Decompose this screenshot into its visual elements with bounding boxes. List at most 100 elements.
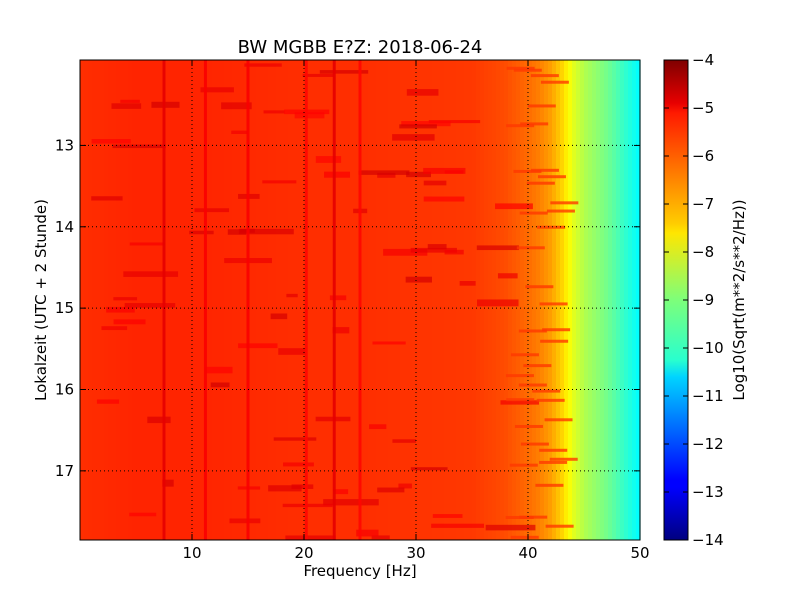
heatmap-band [535,483,564,487]
heatmap-band [231,130,248,135]
heatmap-column [444,60,449,540]
heatmap-band [401,121,451,127]
heatmap-band [398,483,412,489]
heatmap-column [360,60,365,540]
colorbar-tick-label: −12 [692,435,724,453]
heatmap-column [292,60,297,540]
heatmap-column [80,60,85,540]
heatmap-band [263,110,285,114]
y-axis-label: Lokalzeit (UTC + 2 Stunde) [32,199,50,401]
x-tick-label: 50 [630,544,649,562]
x-axis-label: Frequency [Hz] [303,562,416,580]
heatmap-band [513,68,542,72]
heatmap-column [620,60,625,540]
heatmap-band [238,343,278,349]
heatmap-column [592,60,597,540]
heatmap-band [546,209,575,213]
heatmap-band [324,171,351,178]
heatmap-column [536,60,541,540]
colorbar-ticks: −4 −5 −6 −7 −8 −9 −10 −11 −12 −13 −14 [664,51,724,549]
heatmap-column [276,60,281,540]
heatmap-column [136,60,141,540]
heatmap-band [294,112,325,119]
heatmap-column [296,60,301,540]
heatmap-band [459,281,476,286]
heatmap-band [101,326,128,331]
heatmap-column [532,60,537,540]
heatmap-column [324,60,329,540]
heatmap-column [144,60,149,540]
heatmap-band [332,327,350,334]
heatmap-band [539,448,568,452]
heatmap-band [536,398,565,402]
heatmap-column [408,60,413,540]
heatmap-band [506,66,535,70]
heatmap-band [356,529,379,537]
heatmap-band [278,348,307,355]
heatmap-column [108,60,113,540]
y-tick-label: 16 [55,380,74,398]
colorbar-tick-label: −11 [692,387,724,405]
heatmap-band [495,203,533,210]
heatmap-column [212,60,217,540]
heatmap-band [285,535,336,541]
heatmap-band [91,139,131,144]
heatmap-band [514,424,543,428]
heatmap-band [523,364,552,368]
heatmap-column [464,60,469,540]
colorbar-tick-label: −10 [692,339,724,357]
heatmap-column [312,60,317,540]
heatmap-column [164,60,169,540]
heatmap-band [432,514,463,518]
heatmap-band [509,463,538,467]
heatmap-band [406,89,439,96]
heatmap-band [410,247,457,253]
heatmap-column [148,60,153,540]
heatmap-column [92,60,97,540]
y-axis-ticks: 13 14 15 16 17 [55,136,640,480]
heatmap-column [524,60,529,540]
heatmap-column [352,60,357,540]
heatmap-column [576,60,581,540]
heatmap-column [424,60,429,540]
colorbar-tick-label: −5 [692,99,714,117]
colorbar-tick-label: −13 [692,483,724,501]
heatmap-noise-bands [91,60,579,541]
heatmap-column [568,60,573,540]
heatmap-band [520,122,549,126]
spectral-line [332,60,336,540]
heatmap-column [208,60,213,540]
heatmap-column [612,60,617,540]
heatmap-band [537,225,566,229]
heatmap-column [520,60,525,540]
heatmap-column [224,60,229,540]
heatmap-band [323,499,379,506]
heatmap-band [221,102,252,110]
colorbar-tick-label: −7 [692,195,714,213]
heatmap-column [556,60,561,540]
heatmap-band [129,242,165,246]
heatmap-column [604,60,609,540]
heatmap-column [472,60,477,540]
heatmap-column [628,60,633,540]
heatmap-column [272,60,277,540]
heatmap-band [539,460,568,464]
heatmap-column [400,60,405,540]
heatmap-band [406,171,431,178]
heatmap-column [252,60,257,540]
heatmap-band [544,418,573,422]
heatmap-column [264,60,269,540]
heatmap-band [372,341,406,345]
heatmap-band [268,485,302,492]
spectral-line [246,60,250,540]
heatmap-column [432,60,437,540]
heatmap-band [530,74,559,78]
heatmap-column [308,60,313,540]
colorbar: −4 −5 −6 −7 −8 −9 −10 −11 −12 −13 −14 [663,51,724,549]
heatmap-band [205,366,233,374]
x-tick-label: 10 [182,544,201,562]
heatmap-band [123,271,179,277]
heatmap-column [616,60,621,540]
heatmap-column [416,60,421,540]
heatmap-band [227,229,247,235]
